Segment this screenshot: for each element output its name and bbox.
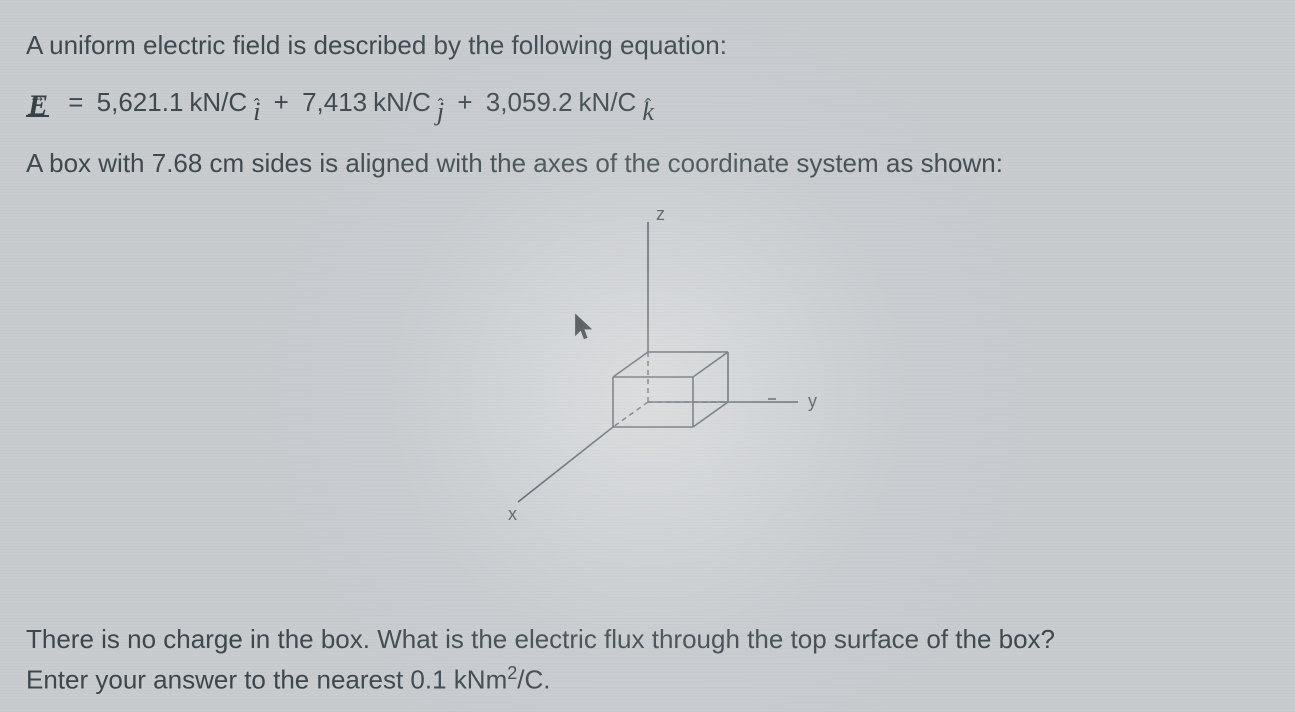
z-axis-label: z (656, 204, 665, 224)
cursor-icon (573, 312, 595, 342)
hat-icon: ˆ (254, 101, 260, 109)
k-hat: ˆ k (642, 98, 654, 118)
i-hat: ˆ i (253, 98, 260, 118)
Ex-unit: kN/C (189, 87, 247, 118)
answer-instruction: Enter your answer to the nearest 0.1 kNm… (26, 663, 1269, 696)
plus-2: + (450, 87, 480, 118)
cube-svg: z y x (438, 202, 858, 532)
y-axis-label: y (808, 391, 817, 411)
problem-body: A uniform electric field is described by… (0, 0, 1295, 712)
equals-sign: = (61, 87, 91, 118)
arrow-icon: → (29, 92, 47, 102)
intro-text: A uniform electric field is described by… (26, 30, 1269, 61)
cube-diagram: z y x (26, 197, 1269, 537)
Ex-value: 5,621.1 (97, 87, 184, 118)
j-hat: ˆ j (437, 98, 444, 118)
field-equation: → E = 5,621.1 kN/C ˆ i + 7,413 kN/C ˆ j … (26, 87, 1269, 118)
Ez-unit: kN/C (579, 87, 637, 118)
vector-E-symbol: → E (26, 88, 49, 117)
question-block: There is no charge in the box. What is t… (26, 624, 1269, 696)
box-description: A box with 7.68 cm sides is aligned with… (26, 148, 1269, 179)
question-text: There is no charge in the box. What is t… (26, 624, 1269, 655)
hat-icon: ˆ (438, 101, 444, 109)
Ey-unit: kN/C (373, 87, 431, 118)
x-axis-label: x (508, 504, 517, 524)
Ey-value: 7,413 (302, 87, 367, 118)
plus-1: + (266, 87, 296, 118)
Ez-value: 3,059.2 (486, 87, 573, 118)
hat-icon: ˆ (645, 101, 651, 109)
